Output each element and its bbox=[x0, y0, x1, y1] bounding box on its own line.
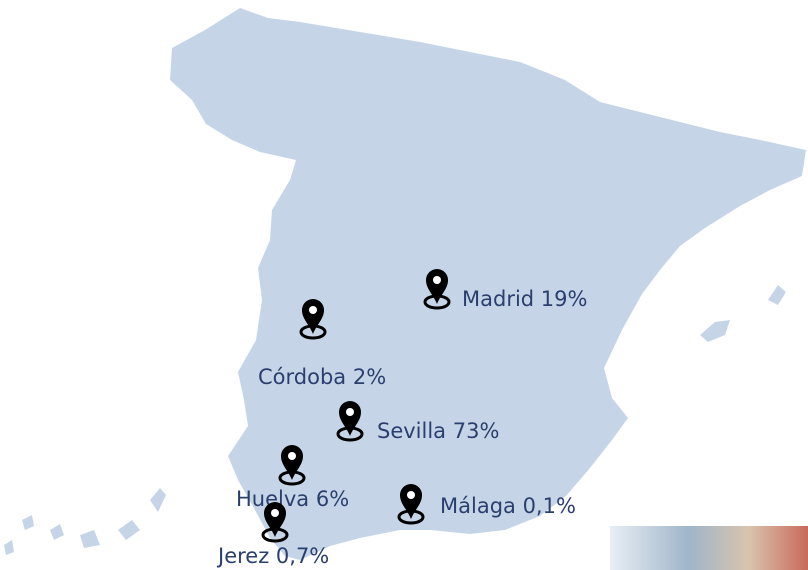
photo-fragment bbox=[610, 526, 808, 570]
city-label: Córdoba 2% bbox=[258, 365, 386, 389]
city-label: Madrid 19% bbox=[462, 287, 587, 311]
city-label: Huelva 6% bbox=[236, 487, 349, 511]
canary-islands bbox=[4, 488, 166, 555]
map: Madrid 19% Córdoba 2% Sevilla 73% Huelva 6%… bbox=[0, 0, 808, 570]
city-label: Jerez 0,7% bbox=[216, 544, 329, 568]
city-label: Málaga 0,1% bbox=[440, 494, 576, 518]
balearic-island bbox=[768, 285, 786, 305]
city-label: Sevilla 73% bbox=[377, 419, 499, 443]
balearic-island bbox=[700, 320, 730, 342]
spain-mainland bbox=[170, 8, 806, 560]
